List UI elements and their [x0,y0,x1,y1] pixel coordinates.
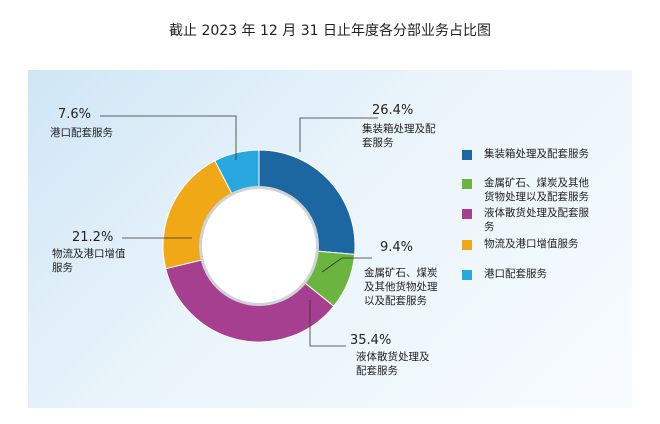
legend-label: 液体散货处理及配套服务 [484,207,589,233]
slice-label: 港口配套服务 [50,127,113,139]
data-label: 9.4% [380,240,414,255]
chart-title: 截止 2023 年 12 月 31 日止年度各分部业务占比图 [169,23,491,39]
slice-label: 物流及港口增值服务 [52,248,126,274]
legend-swatch [462,209,472,219]
data-label: 35.4% [350,333,392,348]
legend-label: 集装箱处理及配套服务 [484,148,589,160]
data-label: 21.2% [72,230,114,245]
leader-line [100,115,237,160]
leader-line [299,117,378,152]
legend-swatch [462,240,472,250]
legend-label: 金属矿石、煤炭及其他货物处理以及配套服务 [484,177,589,203]
slice-label: 液体散货处理及配套服务 [356,351,430,377]
data-label: 7.6% [58,107,92,122]
legend-swatch [462,150,472,160]
legend-swatch [462,179,472,189]
slice-label: 集装箱处理及配套服务 [362,123,436,149]
legend-label: 港口配套服务 [484,268,547,280]
donut-hole [202,189,316,303]
leader-line [321,257,372,273]
legend-swatch [462,270,472,280]
leader-line [309,300,346,347]
data-label: 26.4% [372,103,414,118]
slice-label: 金属矿石、煤炭及其他货物处理以及配套服务 [364,267,438,307]
legend-label: 物流及港口增值服务 [484,238,579,250]
